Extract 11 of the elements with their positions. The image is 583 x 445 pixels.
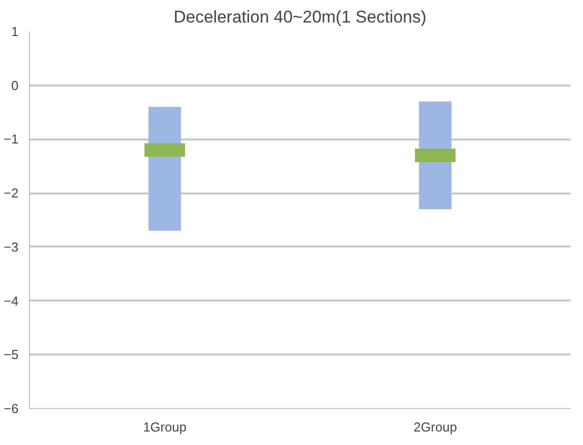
y-tick-label: −3	[4, 239, 19, 254]
y-tick-label: −1	[4, 132, 19, 147]
y-tick-label: −6	[4, 401, 19, 416]
y-tick-label: −5	[4, 347, 19, 362]
chart-title: Deceleration 40~20m(1 Sections)	[174, 8, 426, 26]
y-tick-label: −2	[4, 186, 19, 201]
y-tick-label: 1	[11, 24, 19, 39]
y-tick-label: 0	[11, 78, 19, 93]
x-tick-label: 1Group	[143, 420, 186, 434]
x-tick-label: 2Group	[414, 420, 457, 434]
y-tick-label: −4	[4, 293, 19, 308]
